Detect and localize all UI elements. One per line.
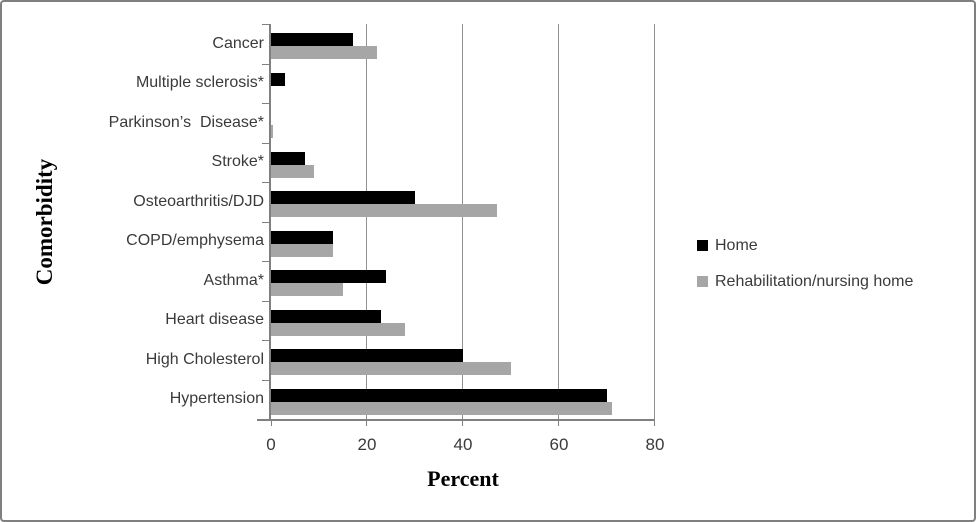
gridline-80 xyxy=(654,24,655,419)
legend-swatch-icon xyxy=(697,276,708,287)
bar-home xyxy=(271,33,353,46)
category-label: Parkinson’s Disease* xyxy=(108,113,264,131)
x-axis-tick-0 xyxy=(271,419,272,426)
bar-home xyxy=(271,388,607,402)
category-label: Osteoarthritis/DJD xyxy=(133,192,264,210)
plot-area xyxy=(257,24,655,426)
y-axis-tick xyxy=(262,301,269,302)
y-axis-tick xyxy=(262,222,269,223)
x-tick-label-0: 0 xyxy=(266,435,276,454)
bar-rehab xyxy=(271,204,497,217)
y-axis-tick xyxy=(262,103,269,104)
gridline-40 xyxy=(462,24,463,419)
bar-rehab xyxy=(271,362,511,375)
bar-rehab xyxy=(271,401,612,415)
y-axis-tick xyxy=(262,64,269,65)
y-axis-tick xyxy=(262,380,269,381)
legend: Home Rehabilitation/nursing home xyxy=(697,235,913,307)
bar-home xyxy=(271,349,463,362)
legend-swatch-icon xyxy=(697,240,708,251)
bar-rehab xyxy=(271,125,274,138)
bar-rehab xyxy=(271,164,315,178)
category-label: Stroke* xyxy=(211,153,264,171)
category-label: Asthma* xyxy=(203,271,264,289)
category-label: COPD/emphysema xyxy=(126,232,264,250)
y-axis-line xyxy=(269,24,271,419)
category-label: High Cholesterol xyxy=(145,350,264,368)
category-label: Heart disease xyxy=(165,311,264,329)
bar-home xyxy=(271,230,334,244)
y-axis-tick xyxy=(262,419,269,420)
x-axis-title: Percent xyxy=(427,466,499,491)
bar-rehab xyxy=(271,322,406,336)
bar-home xyxy=(271,72,286,86)
x-tick-label-60: 60 xyxy=(549,435,569,454)
y-axis-tick xyxy=(262,143,269,144)
bar-home xyxy=(271,270,387,283)
bar-rehab xyxy=(271,46,377,59)
y-axis-tick xyxy=(262,182,269,183)
bar-home xyxy=(271,151,305,165)
legend-item-home: Home xyxy=(697,235,913,256)
x-axis-tick-40 xyxy=(462,419,463,426)
category-label: Hypertension xyxy=(169,390,264,408)
legend-label: Home xyxy=(715,236,758,254)
gridline-60 xyxy=(558,24,559,419)
bar-rehab xyxy=(271,243,334,257)
x-tick-label-20: 20 xyxy=(357,435,377,454)
category-label: Multiple sclerosis* xyxy=(135,74,264,92)
gridline-20 xyxy=(366,24,367,419)
bar-rehab xyxy=(271,283,343,296)
y-axis-tick xyxy=(262,261,269,262)
y-axis-tick xyxy=(262,24,269,25)
y-axis-tick xyxy=(262,340,269,341)
x-axis-tick-80 xyxy=(654,419,655,426)
category-label: Cancer xyxy=(212,34,264,52)
bar-home xyxy=(271,191,415,204)
legend-item-rehab: Rehabilitation/nursing home xyxy=(697,271,913,292)
x-tick-label-80: 80 xyxy=(645,435,665,454)
x-axis-line xyxy=(257,419,655,421)
x-axis-tick-20 xyxy=(366,419,367,426)
x-axis-tick-60 xyxy=(558,419,559,426)
x-tick-label-40: 40 xyxy=(453,435,473,454)
legend-label: Rehabilitation/nursing home xyxy=(715,272,914,290)
bar-home xyxy=(271,309,382,323)
